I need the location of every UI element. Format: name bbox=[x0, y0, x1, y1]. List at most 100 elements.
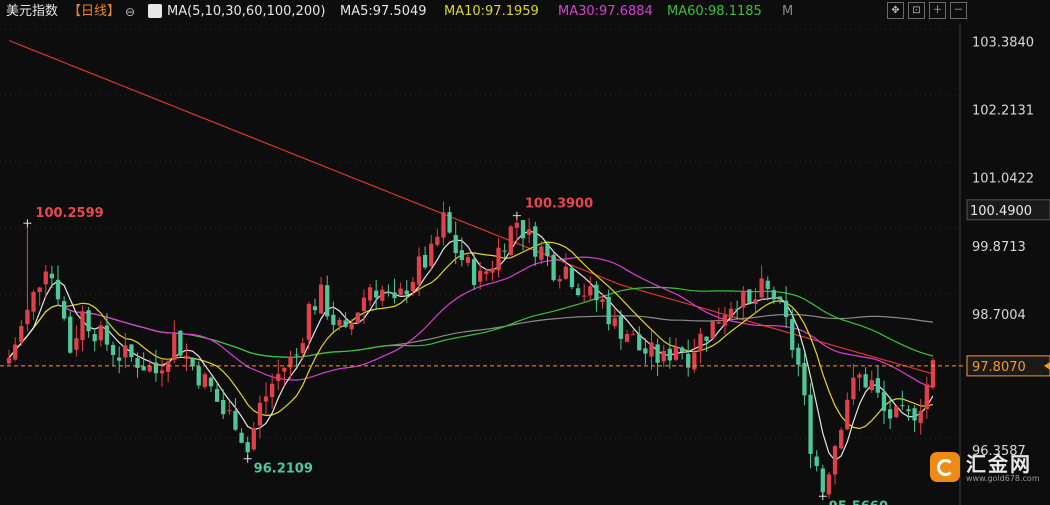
candle-body bbox=[777, 296, 783, 300]
candle-body bbox=[851, 377, 856, 400]
candle-body bbox=[704, 336, 709, 341]
zoom-in-icon[interactable]: ＋ bbox=[929, 2, 946, 19]
y-tick-label: 96.3587 bbox=[972, 444, 1026, 459]
candle-body bbox=[441, 212, 446, 238]
candle-body bbox=[337, 319, 342, 326]
candle-body bbox=[563, 266, 568, 279]
moving-average-lines bbox=[8, 39, 934, 462]
shrink-icon[interactable]: ⊡ bbox=[908, 2, 925, 19]
y-tick-label: 101.0422 bbox=[972, 172, 1034, 187]
candle-body bbox=[716, 322, 721, 324]
candle-body bbox=[514, 222, 520, 228]
logo-text: 汇金网 bbox=[966, 452, 1032, 476]
price-pointer-icon bbox=[1044, 361, 1050, 370]
candle-body bbox=[741, 290, 746, 308]
candle-body bbox=[306, 303, 312, 340]
gold678-logo: 汇金网 www.gold678.com bbox=[930, 448, 1040, 486]
candle-body bbox=[484, 271, 489, 274]
candle-body bbox=[802, 362, 807, 396]
ma-settings-label[interactable]: MA(5,10,30,60,100,200) bbox=[167, 4, 326, 19]
candle-body bbox=[465, 257, 471, 263]
candle-body bbox=[912, 408, 917, 421]
indicator-chart-icon[interactable] bbox=[148, 4, 162, 18]
candle-body bbox=[25, 309, 30, 325]
candle-body bbox=[325, 285, 330, 317]
candle-body bbox=[398, 288, 403, 295]
ma30-value: MA30:97.6884 bbox=[558, 4, 653, 19]
candle-body bbox=[355, 312, 360, 323]
candle-body bbox=[31, 291, 36, 312]
candle-body bbox=[86, 310, 91, 332]
candle-body bbox=[422, 254, 428, 268]
candle-body bbox=[202, 374, 207, 387]
y-tick-label: 99.8713 bbox=[972, 240, 1026, 255]
candle-body bbox=[184, 355, 189, 359]
period-label[interactable]: 【日线】 bbox=[68, 4, 121, 19]
candle-body bbox=[900, 405, 905, 407]
candle-body bbox=[178, 330, 183, 356]
candle-body bbox=[624, 334, 630, 342]
candle-body bbox=[526, 229, 532, 235]
candle-body bbox=[221, 399, 226, 415]
high-label: 100.3900 bbox=[525, 197, 593, 212]
high-label: 100.2599 bbox=[35, 206, 103, 221]
candle-body bbox=[496, 247, 501, 271]
candle-body bbox=[404, 290, 409, 295]
candle-body bbox=[679, 347, 685, 352]
move-arrows-icon[interactable]: ✥ bbox=[887, 2, 904, 19]
candle-body bbox=[49, 273, 55, 279]
candle-body bbox=[692, 352, 697, 370]
candle-body bbox=[416, 256, 422, 285]
candle-body bbox=[557, 279, 562, 282]
candle-body bbox=[918, 411, 923, 424]
candle-body bbox=[68, 316, 73, 353]
candle-body bbox=[110, 345, 116, 356]
candle-body bbox=[630, 334, 636, 336]
candle-body bbox=[612, 318, 617, 327]
ma10-value: MA10:97.1959 bbox=[444, 4, 539, 19]
candle-body bbox=[349, 323, 354, 330]
price-axis: 103.3840 102.2131 101.0422 99.8713 98.7004 96… bbox=[966, 35, 1050, 459]
logo-url: www.gold678.com bbox=[966, 474, 1040, 483]
candle-body bbox=[575, 288, 581, 295]
candle-body bbox=[435, 236, 440, 245]
candle-body bbox=[618, 316, 624, 339]
candle-body bbox=[61, 301, 67, 319]
candle-body bbox=[783, 300, 789, 317]
candle-body bbox=[251, 428, 256, 450]
candle-body bbox=[832, 446, 838, 475]
collapse-circle-icon[interactable]: ⊖ bbox=[125, 5, 136, 19]
ma60-value: MA60:98.1185 bbox=[667, 4, 762, 19]
candle-body bbox=[471, 259, 477, 285]
candle-body bbox=[545, 243, 550, 257]
candle-body bbox=[924, 384, 929, 410]
candle-body bbox=[361, 297, 367, 311]
candle-body bbox=[123, 345, 128, 358]
symbol-title: 美元指数 bbox=[6, 4, 59, 19]
candle-body bbox=[655, 344, 660, 363]
candle-body bbox=[270, 383, 275, 398]
candle-body bbox=[447, 212, 452, 233]
candle-body bbox=[606, 296, 611, 325]
candle-body bbox=[839, 429, 844, 449]
candle-body bbox=[814, 456, 819, 466]
candle-body bbox=[318, 284, 324, 314]
candle-body bbox=[55, 279, 61, 300]
candle-body bbox=[881, 391, 887, 411]
candle-body bbox=[894, 406, 899, 418]
candle-body bbox=[6, 357, 12, 364]
candle-body bbox=[245, 442, 250, 453]
candle-body bbox=[282, 367, 287, 372]
zoom-out-icon[interactable]: － bbox=[950, 2, 967, 19]
candle-body bbox=[453, 235, 458, 254]
candle-body bbox=[808, 394, 813, 454]
ma5-value: MA5:97.5049 bbox=[340, 4, 427, 19]
candle-body bbox=[37, 287, 42, 293]
candle-body bbox=[190, 358, 195, 367]
candle-body bbox=[141, 366, 146, 371]
more-flag[interactable]: M bbox=[782, 4, 794, 19]
candle-body bbox=[343, 320, 348, 327]
candle-body bbox=[43, 271, 48, 285]
candle-body bbox=[380, 289, 385, 301]
